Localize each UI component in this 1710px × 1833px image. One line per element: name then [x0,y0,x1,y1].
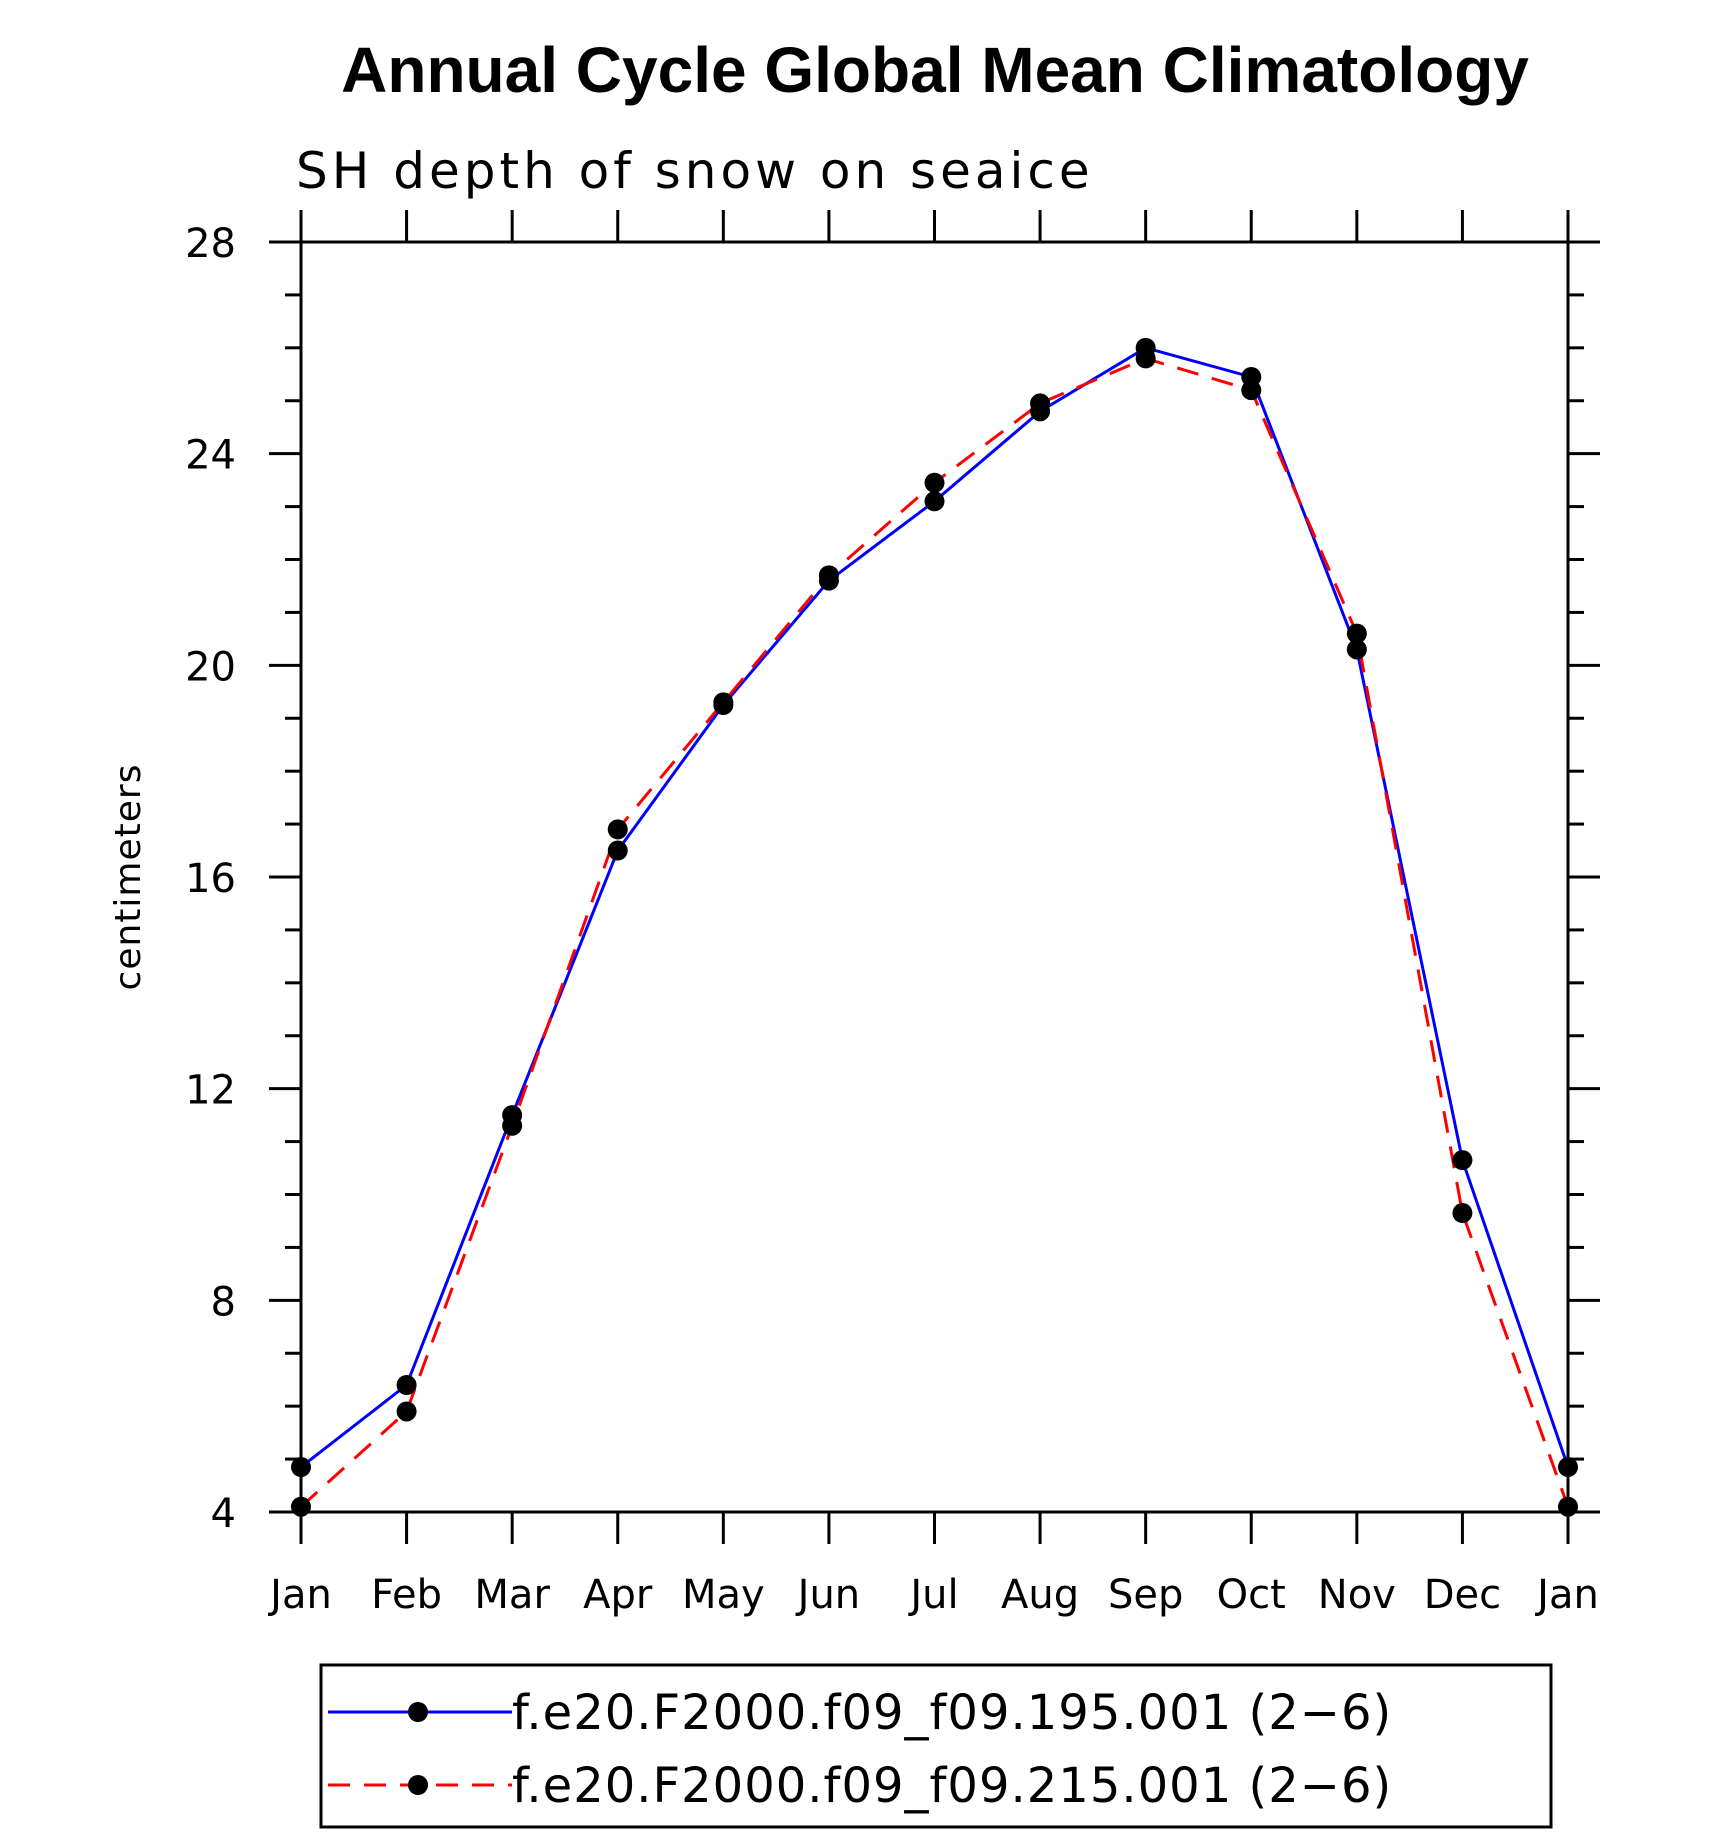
x-tick-label: Sep [1108,1572,1183,1618]
x-tick-label: Mar [474,1572,550,1618]
data-point-series-1 [1452,1150,1473,1171]
data-point-series-2 [713,692,734,713]
x-tick-label: Aug [1001,1572,1079,1618]
data-point-series-2 [924,472,945,493]
y-tick-label: 8 [211,1279,236,1325]
legend: f.e20.F2000.f09_f09.195.001 (2−6) f.e20.F… [319,1663,1553,1829]
data-point-series-1 [924,491,945,512]
x-tick-label: Jan [267,1572,332,1618]
data-point-series-2 [607,819,628,840]
x-tick-label: Jun [795,1572,861,1618]
data-point-series-2 [1452,1203,1473,1224]
series-lines [299,346,1570,1508]
y-tick-label: 28 [185,221,236,267]
y-tick-label: 20 [185,644,236,690]
data-point-series-2 [502,1115,523,1136]
plot-frame [299,240,1570,1514]
x-tick-label: Jul [907,1572,958,1618]
series-line-1 [300,346,1570,1469]
x-tick-label: Nov [1318,1572,1396,1618]
chart-subtitle: SH depth of snow on seaice [296,142,1094,200]
chart-title: Annual Cycle Global Mean Climatology [341,34,1529,106]
y-tick-labels: 4 8 12 16 20 24 28 [185,221,236,1537]
x-tick-label: Oct [1217,1572,1286,1618]
y-axis-label: centimeters [108,764,149,991]
x-tick-label: Feb [371,1572,442,1618]
data-point-series-2 [1135,348,1156,369]
series-points [291,337,1578,1517]
x-tick-label: Dec [1424,1572,1501,1618]
data-point-series-2 [1346,623,1367,644]
y-tick-label: 12 [185,1068,236,1114]
x-tick-label: Jan [1534,1572,1599,1618]
legend-marker-series-2 [408,1775,428,1795]
legend-marker-series-1 [408,1702,428,1722]
axis-ticks [269,210,1600,1544]
legend-box [319,1663,1553,1829]
data-point-series-2 [818,565,839,586]
series-line-2 [299,356,1570,1508]
data-point-series-1 [396,1375,417,1395]
x-tick-labels: Jan Feb Mar Apr May Jun Jul Aug Sep Oct Nov Dec Jan [267,1572,1599,1618]
y-tick-label: 4 [211,1491,236,1537]
y-tick-label: 16 [185,856,236,902]
data-point-series-1 [607,840,628,861]
data-point-series-2 [396,1401,417,1422]
data-point-series-1 [1346,639,1367,660]
x-tick-label: Apr [583,1572,653,1618]
data-point-series-2 [1030,393,1051,414]
data-point-series-2 [1241,380,1262,401]
y-tick-label: 24 [185,433,236,479]
legend-label-series-1: f.e20.F2000.f09_f09.195.001 (2−6) [512,1685,1392,1741]
x-tick-label: May [682,1572,765,1618]
legend-label-series-2: f.e20.F2000.f09_f09.215.001 (2−6) [512,1758,1392,1814]
